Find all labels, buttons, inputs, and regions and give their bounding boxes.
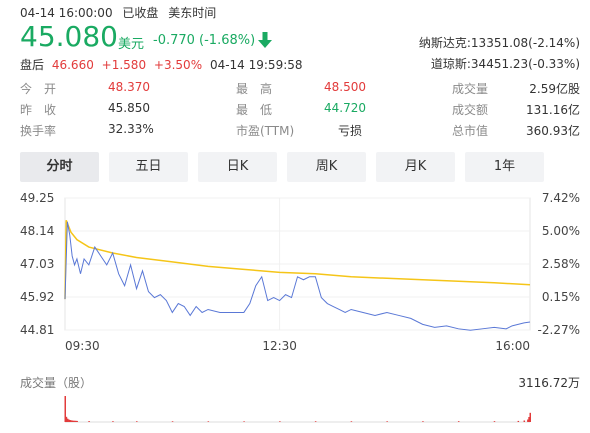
tab-weekly-k[interactable]: 周K (287, 152, 366, 182)
volume-bar (112, 421, 114, 422)
x-tick: 12:30 (262, 339, 297, 353)
stat-turnover: 131.16亿 (526, 103, 580, 117)
intraday-chart[interactable]: 49.25 7.42% 48.14 5.00% 47.03 2.58% 45.92 0.15%… (0, 185, 590, 370)
header-datetime: 04-14 16:00:00 (20, 6, 113, 20)
header-timezone: 美东时间 (168, 6, 217, 20)
stat-pe-label: 市盈(TTM) (236, 124, 295, 138)
volume-bar (88, 421, 90, 422)
volume-bar (457, 421, 460, 422)
x-tick: 09:30 (65, 339, 100, 353)
volume-bar (350, 421, 353, 422)
volume-bar (314, 421, 317, 422)
after-hours-label: 盘后 (20, 58, 45, 72)
stat-low-label: 最 低 (236, 103, 273, 117)
volume-bar (493, 421, 496, 422)
y-tick-left: 47.03 (20, 257, 54, 271)
stat-market-cap: 360.93亿 (526, 124, 580, 138)
index-nasdaq[interactable]: 纳斯达克:13351.08(-2.14%) (419, 34, 580, 51)
index-dow-value: 34451.23(-0.33%) (470, 57, 580, 71)
volume-bar (527, 419, 529, 422)
stat-turnover-rate: 32.33% (108, 122, 154, 136)
arrow-down-icon (258, 31, 272, 53)
stat-open-label: 今 开 (20, 82, 57, 96)
header-row: 04-14 16:00:00 已收盘 美东时间 (20, 4, 216, 21)
volume-bar (517, 420, 520, 422)
current-price: 45.080 (20, 20, 118, 53)
after-hours-change-pct: +3.50% (153, 58, 203, 72)
volume-bar (386, 421, 388, 422)
series-average-price (64, 220, 531, 300)
stat-high-label: 最 高 (236, 82, 273, 96)
volume-bar (72, 420, 75, 422)
volume-bar (66, 418, 69, 422)
volume-bar (171, 421, 174, 422)
y-tick-left: 44.81 (20, 323, 54, 337)
stat-prev-close: 45.850 (108, 101, 150, 115)
y-tick-right: 5.00% (542, 224, 580, 238)
stat-volume-label: 成交量 (452, 82, 489, 96)
volume-bar (523, 420, 526, 422)
header-status: 已收盘 (122, 6, 159, 20)
volume-bar (74, 420, 76, 422)
index-dow[interactable]: 道琼斯:34451.23(-0.33%) (431, 55, 580, 72)
tab-intraday[interactable]: 分时 (20, 152, 99, 182)
tab-five-day[interactable]: 五日 (109, 152, 188, 182)
volume-bar (64, 396, 66, 422)
stat-low: 44.720 (324, 101, 366, 115)
after-hours-row: 盘后 46.660 +1.580 +3.50% 04-14 19:59:58 (20, 56, 303, 73)
volume-max: 3116.72万 (518, 376, 580, 390)
stat-volume: 2.59亿股 (529, 82, 580, 96)
volume-bar (76, 420, 78, 422)
volume-bar (136, 421, 138, 422)
tab-one-year[interactable]: 1年 (465, 152, 544, 182)
volume-bar (71, 420, 74, 422)
volume-bar (279, 421, 281, 422)
y-tick-right: 0.15% (542, 290, 580, 304)
index-nasdaq-label: 纳斯达克: (418, 36, 471, 50)
stat-market-cap-label: 总市值 (452, 124, 489, 138)
price-change: -0.770 (-1.68%) (153, 33, 256, 48)
stat-turnover-label: 成交额 (452, 103, 489, 117)
index-nasdaq-value: 13351.08(-2.14%) (470, 36, 580, 50)
volume-bar (68, 419, 70, 422)
volume-bar (65, 416, 68, 422)
y-tick-left: 45.92 (20, 290, 54, 304)
volume-bar (69, 419, 71, 422)
y-tick-left: 48.14 (20, 224, 54, 238)
price-currency: 美元 (118, 37, 145, 52)
x-tick: 16:00 (495, 339, 530, 353)
y-tick-left: 49.25 (20, 191, 54, 205)
after-hours-time: 04-14 19:59:58 (209, 58, 303, 72)
stat-high: 48.500 (324, 80, 366, 94)
y-tick-right: 7.42% (542, 191, 580, 205)
volume-bar (207, 421, 210, 422)
volume-bar (529, 412, 531, 422)
stat-turnover-rate-label: 换手率 (20, 124, 57, 138)
index-dow-label: 道琼斯: (430, 57, 471, 71)
volume-bar (70, 420, 72, 422)
stat-prev-close-label: 昨 收 (20, 103, 57, 117)
y-tick-right: 2.58% (542, 257, 580, 271)
stat-open: 48.370 (108, 80, 150, 94)
stat-pe: 亏损 (338, 124, 363, 138)
y-tick-right: -2.27% (538, 323, 580, 337)
volume-bar (528, 416, 530, 422)
after-hours-change: +1.580 (101, 58, 147, 72)
volume-bar (75, 420, 77, 422)
after-hours-price: 46.660 (51, 58, 94, 72)
volume-chart (64, 396, 531, 423)
tab-monthly-k[interactable]: 月K (376, 152, 455, 182)
volume-bar (243, 421, 245, 422)
volume-label: 成交量（股） (20, 376, 93, 390)
volume-bar (422, 421, 424, 422)
series-price (64, 221, 531, 331)
tab-daily-k[interactable]: 日K (198, 152, 277, 182)
